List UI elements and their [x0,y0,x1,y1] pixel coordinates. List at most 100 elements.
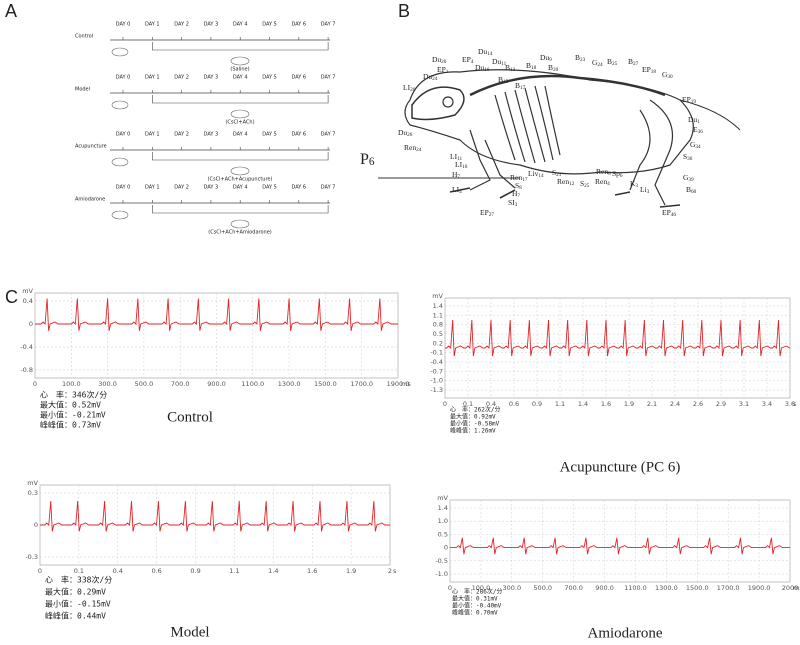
acupoint: Du1 [688,115,700,125]
acupoint-name: S [580,179,584,188]
x-tick-label: 2.6 [693,400,703,408]
x-tick-label: 1700.0 [350,380,373,388]
acupoint-sub: 17 [520,85,526,91]
y-tick-label: -0.5 [435,557,448,565]
y-tick-label: -0.4 [20,343,33,351]
panel-label: C [5,287,18,307]
acupoint: G24 [592,58,603,68]
acupoint: LI20 [403,83,416,93]
ecg-panel: 1.41.00.50-0.5-1.00 100.0 300.0 500.0 700.0 9… [435,494,800,641]
group-name: Model [75,87,90,93]
acupoint: LI10 [455,160,468,170]
acupoint-name: B [526,61,531,70]
group-name: Amiodarone [75,197,105,203]
x-tick-label: 1.6 [307,567,317,575]
plot-frame [449,499,791,583]
day-label: DAY 1 [145,75,160,81]
acupoint-sub: 18 [531,65,537,71]
day-label: DAY 6 [291,132,306,138]
y-tick-label: -0.4 [430,358,443,366]
day-label: DAY 6 [291,75,306,81]
acupoint-name: SI [508,198,515,207]
y-tick-label: -0.7 [430,367,443,375]
x-tick-label: 700.0 [171,380,190,388]
panel-label: A [5,1,17,21]
acupoint: B13 [505,63,516,73]
ecg-caption: Control [167,409,213,425]
x-tick-label: 1.4 [578,400,588,408]
x-tick-label: 1300.0 [278,380,301,388]
acupoint: G30 [662,70,673,80]
group-note: (CsCl+ACh+Amiodarone) [208,230,272,236]
acupoint-name: Du [423,72,432,81]
y-tick-label: 0.5 [438,530,448,538]
acupoint-name: EP [662,208,671,217]
x-tick-label: 300.0 [503,584,522,592]
ecg-trace [445,319,790,357]
acupoint-sub: 30 [667,74,673,80]
acupoint-sub: 7 [517,193,520,199]
acupoint: LI4 [452,185,462,195]
x-tick-label: 900.0 [207,380,226,388]
acupoint-name: Du [398,128,407,137]
acupoint: B27 [628,57,639,67]
acupoint: S25 [580,179,590,189]
y-tick-label: 0.4 [23,297,33,305]
x-tick-label: 300.0 [98,380,117,388]
acupoint: Du26 [398,128,413,138]
acupoint-name: S [552,168,556,177]
acupoint: Du16 [475,63,490,73]
acupoint-name: E [693,125,698,134]
ecg-caption: Acupuncture (PC 6) [560,459,681,475]
group-name: Control [75,34,93,40]
acupoint-sub: 20 [410,87,416,93]
acupoint: Sp6 [612,169,623,179]
y-tick-label: 1.4 [438,504,448,512]
x-tick-label: 1500.0 [686,584,709,592]
acupoint-sub: 24 [416,147,422,153]
day-label: DAY 2 [174,75,189,81]
day-label: DAY 4 [233,185,248,191]
day-label: DAY 2 [174,185,189,191]
mouse-icon [230,219,250,229]
acupoint-sub: 24 [432,76,438,82]
acupoint: S21 [552,168,562,178]
ecg-stat: 心 率：286次/分 [452,588,502,596]
day-label: DAY 0 [116,132,131,138]
x-tick-label: 0.9 [532,400,542,408]
acupoint-name: G [592,58,598,67]
acupoint: E36 [693,125,703,135]
ecg-trace [40,500,390,532]
ecg-stat: 峰峰值：0.70mV [452,609,498,617]
x-tick-label: 1100.0 [241,380,264,388]
acupoint-name: EP [480,208,489,217]
ecg-stat: 心 率：346次/分 [40,390,107,400]
treatment-bracket [152,152,329,161]
x-tick-label: 1300.0 [655,584,678,592]
acupoint-name: Ren [404,143,416,152]
acupoint-name: G [662,70,668,79]
group-note: (Saline) [230,67,249,73]
y-tick-label: -0.8 [20,366,33,374]
acupoint-name: Du [492,57,501,66]
acupoint-sub: 14 [538,173,544,179]
acupoint-sub: 25 [584,183,590,189]
acupoint: B25 [607,57,618,67]
mouse-icon [230,109,250,119]
acupoint-sub: 9 [549,57,552,63]
mouse-icon [230,166,250,176]
acupoint-sub: 24 [597,62,603,68]
day-label: DAY 3 [204,185,219,191]
acupoint: K3 [630,179,638,189]
day-label: DAY 0 [116,22,131,28]
day-label: DAY 1 [145,132,160,138]
acupoint: G39 [683,173,694,183]
acupoint-name: B [628,57,633,66]
acupoint-name: LI [450,152,458,161]
x-tick-label: 1700.0 [717,584,740,592]
acupoint-name: G [690,140,696,149]
x-tick-label: 0.6 [151,567,161,575]
y-tick-label: 1.0 [438,517,448,525]
ecg-stat: 最大值：0.52mV [40,400,101,410]
